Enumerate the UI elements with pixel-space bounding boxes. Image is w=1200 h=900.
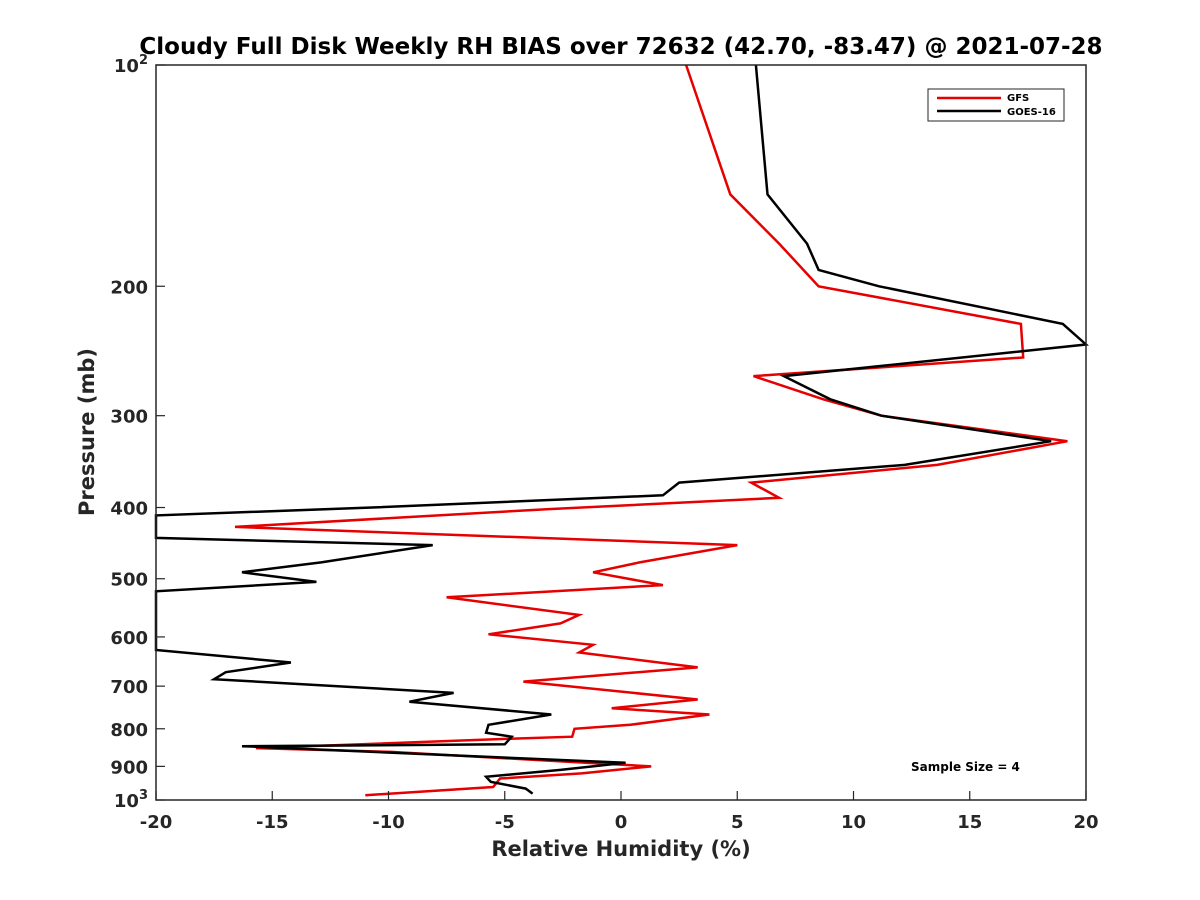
- x-tick-label: 10: [841, 812, 866, 833]
- series-line-gfs: [234, 64, 1068, 797]
- y-axis: 102 200 300 400 500 600 700 800 900 103: [110, 53, 165, 812]
- y-tick-label: 200: [110, 277, 148, 298]
- legend-label-goes16: GOES-16: [1007, 107, 1056, 118]
- y-tick-label: 600: [110, 628, 148, 649]
- legend-box: [927, 88, 1065, 122]
- y-tick-label: 102: [114, 53, 148, 77]
- x-tick-label: 0: [615, 812, 628, 833]
- y-tick-label: 400: [110, 499, 148, 520]
- x-tick-label: 15: [957, 812, 982, 833]
- x-tick-label: 5: [731, 812, 744, 833]
- x-axis: -20 -15 -10 -5 0 5 10 15 20: [140, 791, 1099, 833]
- x-tick-label: -20: [140, 812, 173, 833]
- x-tick-label: -5: [495, 812, 515, 833]
- y-axis-label: Pressure (mb): [75, 348, 99, 516]
- legend-label-gfs: GFS: [1007, 93, 1029, 104]
- x-tick-label: -10: [372, 812, 405, 833]
- x-tick-label: 20: [1073, 812, 1098, 833]
- y-tick-label: 900: [110, 757, 148, 778]
- plot-area: [156, 65, 1086, 800]
- chart-title: Cloudy Full Disk Weekly RH BIAS over 726…: [139, 34, 1102, 60]
- sample-size-annotation: Sample Size = 4: [911, 760, 1020, 774]
- series-layer: [154, 64, 1089, 797]
- y-tick-label: 103: [114, 788, 148, 812]
- legend: GFS GOES-16: [927, 88, 1065, 122]
- y-tick-label: 800: [110, 720, 148, 741]
- x-axis-label: Relative Humidity (%): [491, 837, 750, 861]
- x-tick-label: -15: [256, 812, 289, 833]
- y-tick-label: 700: [110, 677, 148, 698]
- y-tick-label: 300: [110, 407, 148, 428]
- series-line-goes16: [154, 64, 1089, 795]
- y-tick-label: 500: [110, 570, 148, 591]
